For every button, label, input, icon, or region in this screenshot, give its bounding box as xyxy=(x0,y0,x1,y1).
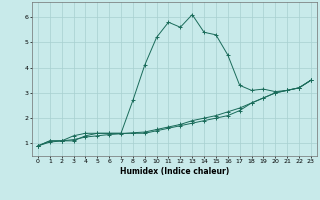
X-axis label: Humidex (Indice chaleur): Humidex (Indice chaleur) xyxy=(120,167,229,176)
